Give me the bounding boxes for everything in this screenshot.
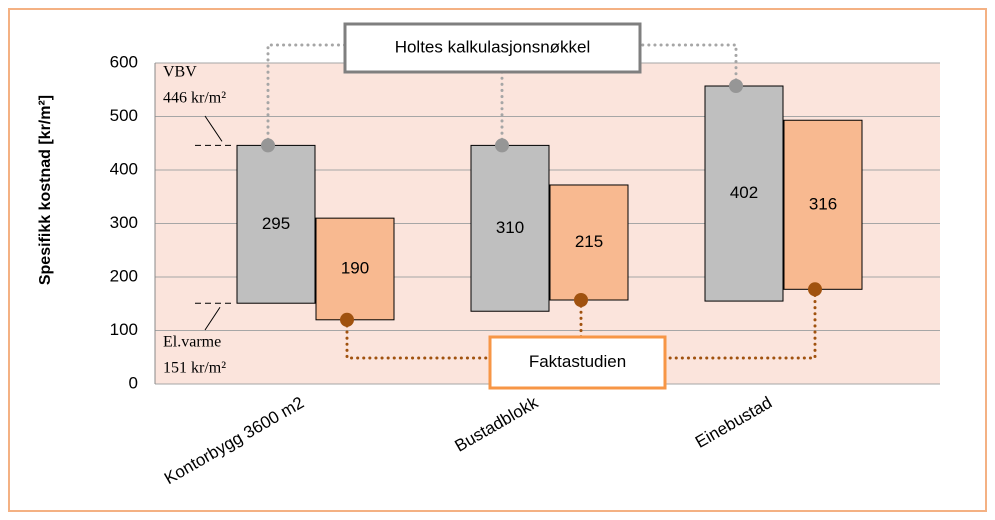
value-label: 190 <box>341 258 369 277</box>
connector <box>638 43 738 88</box>
y-tick-label: 200 <box>110 266 138 285</box>
value-label: 402 <box>730 183 758 202</box>
value-label: 316 <box>809 194 837 213</box>
value-label: 215 <box>575 232 603 251</box>
dot <box>574 293 588 308</box>
bar <box>549 184 629 301</box>
y-axis-label: Spesifikk kostnad [kr/m²] <box>37 95 54 285</box>
bar <box>315 217 395 321</box>
annotation-text: 151 kr/m² <box>163 360 226 377</box>
bar <box>783 119 863 290</box>
value-label: 310 <box>496 218 524 237</box>
label-box <box>488 335 667 390</box>
value-label: 295 <box>262 214 290 233</box>
series-name: Faktastudien <box>529 352 626 371</box>
dot <box>340 312 354 327</box>
connector <box>345 318 492 360</box>
dot <box>261 138 275 153</box>
dot <box>495 138 509 153</box>
bar <box>470 144 550 312</box>
annotation-label: VBV <box>163 64 197 81</box>
connector <box>266 43 347 147</box>
annotation-leader <box>204 115 223 142</box>
annotation-label: El.varme <box>163 334 221 351</box>
y-tick-label: 0 <box>129 373 138 392</box>
annotation-text: 446 kr/m² <box>163 90 226 107</box>
y-tick-label: 400 <box>110 159 138 178</box>
dot <box>808 282 822 297</box>
label-box <box>343 22 642 74</box>
connector <box>663 287 817 360</box>
y-tick-label: 100 <box>110 320 138 339</box>
bar <box>236 144 316 304</box>
series-name: Holtes kalkulasjonsnøkkel <box>395 37 591 56</box>
y-tick-label: 600 <box>110 52 138 71</box>
dot <box>729 79 743 94</box>
y-tick-label: 300 <box>110 213 138 232</box>
annotation-leader <box>204 306 221 331</box>
bar <box>704 85 784 302</box>
y-tick-label: 500 <box>110 106 138 125</box>
